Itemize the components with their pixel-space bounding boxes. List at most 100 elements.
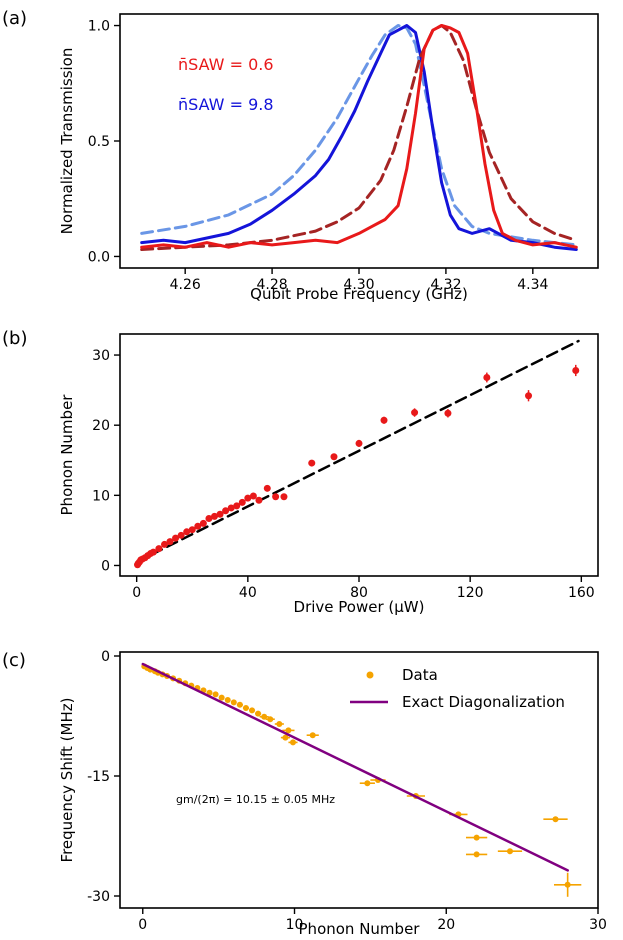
x-tick-label: 160 — [568, 585, 595, 601]
data-point — [355, 439, 363, 447]
panel-label-c: (c) — [2, 650, 26, 671]
data-point — [238, 498, 246, 506]
legend-label-data: Data — [402, 666, 438, 684]
fit-curve-blue — [140, 24, 578, 247]
x-tick-label: 0 — [138, 917, 147, 933]
data-point — [380, 416, 388, 424]
data-point — [218, 694, 225, 701]
data-point — [364, 780, 371, 787]
ticks-c: 0 10 20 30 0 -15 -30 — [87, 649, 607, 933]
x-tick-label: 20 — [437, 917, 455, 933]
y-axis-label-a: Normalized Transmission — [58, 48, 76, 235]
coupling-annotation: gm/(2π) = 10.15 ± 0.05 MHz — [176, 793, 335, 806]
data-point — [242, 705, 249, 711]
data-point — [255, 496, 263, 504]
y-tick-label: 0 — [101, 558, 110, 574]
nsaw-label-red: n̄SAW = 0.6 — [178, 55, 274, 74]
x-tick-label: 30 — [589, 917, 607, 933]
plot-area-a — [140, 24, 578, 251]
exact-diagonalization-line — [141, 662, 569, 872]
data-point — [177, 531, 185, 539]
data-point — [309, 732, 316, 739]
data-point — [155, 545, 163, 553]
x-tick-label: 40 — [239, 585, 257, 601]
data-point — [224, 697, 231, 703]
legend-marker-data — [366, 671, 374, 679]
y-tick-label: 20 — [92, 418, 110, 434]
linear-fit-line — [135, 339, 580, 564]
y-axis-label-c: Frequency Shift (MHz) — [58, 698, 76, 863]
data-curve-red — [140, 24, 578, 249]
ticks-a: 4.26 4.28 4.30 4.32 4.34 0.0 0.5 1.0 — [88, 19, 549, 293]
axes-frame-a — [119, 13, 599, 269]
x-tick-label: 4.28 — [257, 277, 288, 293]
x-tick-label: 80 — [350, 585, 368, 601]
axes-frame-b — [119, 333, 599, 577]
ticks-b: 0 40 80 120 160 0 10 20 30 — [92, 348, 595, 601]
data-point — [282, 734, 289, 741]
data-point — [473, 834, 480, 841]
data-point — [230, 699, 237, 706]
data-point — [473, 851, 480, 858]
data-point — [483, 373, 491, 381]
x-tick-label: 10 — [286, 917, 304, 933]
data-point — [272, 493, 280, 501]
legend-c: Data Exact Diagonalization — [350, 666, 565, 711]
y-axis-label-b: Phonon Number — [58, 394, 76, 516]
x-axis-label-c: Phonon Number — [299, 920, 421, 938]
data-point — [212, 691, 219, 698]
x-axis-label-a: Qubit Probe Frequency (GHz) — [250, 285, 468, 303]
y-tick-label: -15 — [87, 769, 110, 785]
data-point — [280, 493, 288, 501]
data-point — [194, 522, 202, 530]
axes-frame-c — [119, 651, 599, 909]
x-tick-label: 4.30 — [343, 277, 374, 293]
data-point — [444, 409, 452, 417]
y-tick-label: 1.0 — [88, 19, 110, 35]
y-tick-label: 30 — [92, 348, 110, 364]
panel-c: (c) 0 10 20 30 0 -15 -30 Phonon Number Frequen… — [2, 649, 607, 938]
x-tick-label: 4.26 — [170, 277, 201, 293]
data-point — [276, 721, 283, 727]
data-point — [552, 816, 559, 823]
data-point — [249, 492, 257, 500]
y-tick-label: 10 — [92, 488, 110, 504]
x-tick-label: 0 — [132, 585, 141, 601]
data-point — [249, 707, 256, 714]
x-tick-label: 4.34 — [517, 277, 548, 293]
data-point — [289, 739, 296, 746]
data-point — [233, 502, 241, 510]
y-tick-label: 0.0 — [88, 249, 110, 265]
data-point — [236, 701, 243, 708]
data-point — [244, 494, 252, 502]
data-point — [227, 504, 235, 512]
data-point — [188, 526, 196, 534]
x-tick-label: 4.32 — [430, 277, 461, 293]
data-point — [330, 453, 338, 461]
data-point — [160, 540, 168, 548]
data-point — [572, 366, 580, 374]
y-tick-label: 0 — [101, 649, 110, 665]
plot-area-b — [134, 339, 580, 569]
data-point — [308, 459, 316, 467]
data-point — [210, 512, 218, 520]
y-tick-label: 0.5 — [88, 134, 110, 150]
y-tick-label: -30 — [87, 889, 110, 905]
data-point — [166, 538, 174, 546]
data-point — [222, 507, 230, 515]
data-curve-blue — [140, 24, 578, 251]
data-point — [199, 519, 207, 527]
plot-area-c — [141, 662, 582, 897]
nsaw-label-blue: n̄SAW = 9.8 — [178, 95, 274, 114]
panel-label-a: (a) — [2, 8, 27, 29]
panel-label-b: (b) — [2, 328, 27, 349]
data-point — [149, 548, 157, 556]
data-point — [255, 710, 262, 717]
data-point — [267, 716, 274, 723]
data-point — [263, 484, 271, 492]
data-point — [506, 848, 513, 855]
panel-a: (a) 4.26 4.28 4.30 4.32 4.34 0.0 0.5 1.0 Qubit … — [2, 8, 599, 303]
legend-label-fit: Exact Diagonalization — [402, 693, 565, 711]
